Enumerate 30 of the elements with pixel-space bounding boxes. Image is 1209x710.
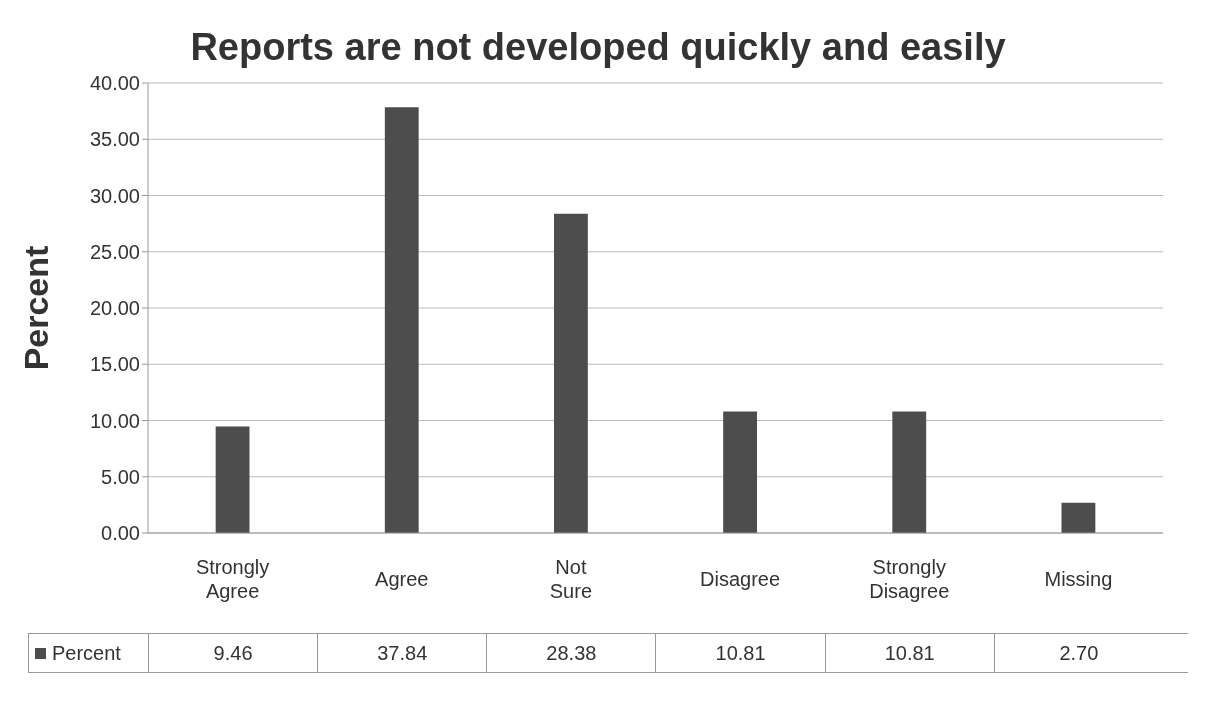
x-tick-label: Strongly Disagree (869, 556, 950, 602)
y-tick-label: 20.00 (89, 297, 140, 320)
x-tick-label: Agree (375, 568, 429, 590)
y-tick-label: 0.00 (101, 522, 140, 545)
bar (892, 411, 927, 533)
y-axis-title: Percent (17, 245, 56, 371)
data-label: 37.84 (317, 634, 487, 672)
y-tick-label: 25.00 (89, 240, 140, 263)
bar (1061, 502, 1096, 533)
y-tick-label: 10.00 (89, 409, 140, 432)
data-label: 9.46 (148, 634, 318, 672)
bar (554, 213, 588, 533)
data-label: 10.81 (824, 634, 994, 672)
y-tick-label: 15.00 (89, 353, 140, 376)
y-tick-label: 30.00 (89, 184, 140, 207)
data-label: 2.70 (993, 634, 1163, 672)
chart-title: Reports are not developed quickly and easily (189, 25, 1007, 70)
legend-label: Percent (52, 641, 121, 665)
x-tick-label: Not Sure (549, 556, 593, 602)
bar (384, 107, 419, 533)
y-tick-label: 35.00 (89, 128, 140, 151)
x-tick-label: Missing (1044, 568, 1113, 590)
y-tick-label: 5.00 (101, 465, 140, 488)
data-label: 10.81 (655, 634, 825, 672)
x-tick-label: Disagree (700, 568, 781, 590)
bar (215, 426, 250, 533)
bar (723, 411, 757, 533)
data-label: 28.38 (486, 634, 656, 672)
x-tick-label: Strongly Agree (195, 556, 270, 602)
y-tick-label: 40.00 (89, 72, 140, 95)
